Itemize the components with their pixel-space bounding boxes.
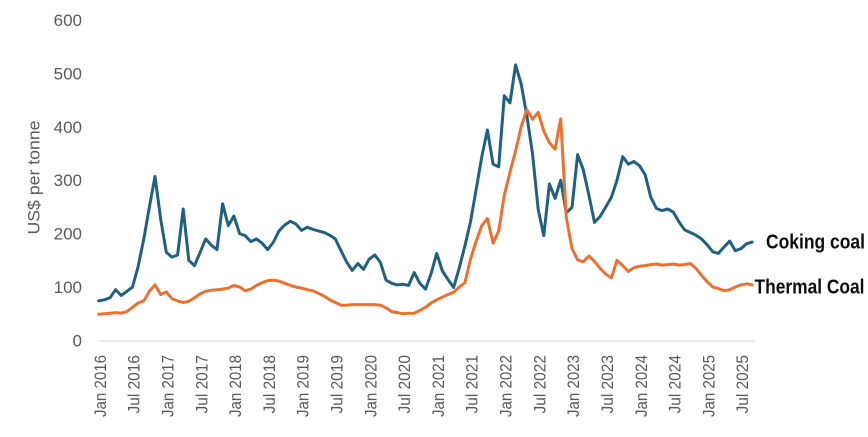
svg-text:Jul 2016: Jul 2016 (125, 355, 144, 414)
svg-text:300: 300 (54, 171, 82, 190)
svg-text:Jul 2023: Jul 2023 (598, 355, 617, 414)
svg-text:Jul 2019: Jul 2019 (328, 355, 347, 414)
svg-text:Jan 2019: Jan 2019 (294, 355, 313, 417)
svg-text:Jul 2017: Jul 2017 (192, 355, 211, 414)
svg-text:200: 200 (54, 225, 82, 244)
svg-text:Jan 2024: Jan 2024 (632, 355, 651, 417)
svg-text:500: 500 (54, 64, 82, 83)
svg-text:Coking coal: Coking coal (766, 232, 865, 254)
svg-text:Jan 2018: Jan 2018 (226, 355, 245, 417)
svg-text:Jan 2016: Jan 2016 (91, 355, 110, 417)
svg-text:Jan 2022: Jan 2022 (497, 355, 516, 417)
svg-text:Jan 2025: Jan 2025 (699, 355, 718, 417)
svg-text:400: 400 (54, 118, 82, 137)
svg-text:US$ per tonne: US$ per tonne (25, 121, 44, 235)
svg-text:Jan 2023: Jan 2023 (564, 355, 583, 417)
svg-text:Jan 2017: Jan 2017 (159, 355, 178, 417)
svg-text:Jan 2021: Jan 2021 (429, 355, 448, 417)
svg-text:0: 0 (73, 331, 82, 350)
svg-text:Jul 2018: Jul 2018 (260, 355, 279, 414)
svg-text:100: 100 (54, 278, 82, 297)
svg-text:Jan 2020: Jan 2020 (361, 355, 380, 417)
svg-text:Thermal Coal: Thermal Coal (755, 277, 865, 299)
svg-text:Jul 2020: Jul 2020 (395, 355, 414, 414)
svg-text:600: 600 (54, 11, 82, 30)
svg-text:Jul 2024: Jul 2024 (666, 355, 685, 414)
svg-text:Jul 2022: Jul 2022 (530, 355, 549, 414)
svg-text:Jul 2025: Jul 2025 (733, 355, 752, 414)
svg-text:Jul 2021: Jul 2021 (463, 355, 482, 414)
